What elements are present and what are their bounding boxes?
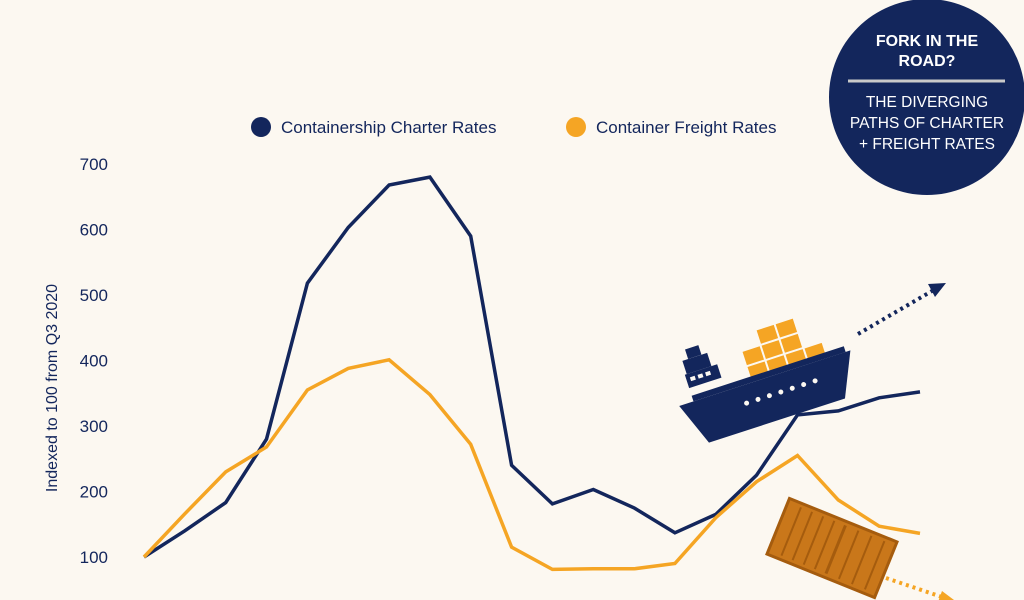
badge-sub-line2: PATHS OF CHARTER bbox=[850, 115, 1004, 132]
title-badge: FORK IN THE ROAD? THE DIVERGING PATHS OF… bbox=[829, 0, 1024, 195]
y-tick-label: 700 bbox=[80, 155, 108, 174]
badge-sub-line3: + FREIGHT RATES bbox=[859, 136, 995, 153]
badge-title-line1: FORK IN THE bbox=[876, 33, 979, 50]
y-ticks: 100 200 300 400 500 600 700 bbox=[80, 155, 108, 567]
series-group bbox=[142, 175, 921, 572]
series-line-freight-rates bbox=[142, 357, 921, 572]
up-arrow-icon bbox=[856, 283, 946, 336]
series-line-charter-rates bbox=[143, 175, 921, 559]
y-tick-label: 600 bbox=[80, 221, 108, 240]
y-tick-label: 300 bbox=[80, 417, 108, 436]
badge-sub-line1: THE DIVERGING bbox=[866, 94, 988, 111]
badge-title-line2: ROAD? bbox=[899, 53, 956, 70]
legend-marker-freight bbox=[566, 117, 586, 137]
shipping-container-icon bbox=[765, 496, 899, 600]
y-tick-label: 200 bbox=[80, 483, 108, 502]
y-axis-label: Indexed to 100 from Q3 2020 bbox=[44, 284, 61, 492]
down-arrow-icon bbox=[885, 576, 954, 600]
ship-icon bbox=[679, 318, 851, 443]
legend-marker-charter bbox=[251, 117, 271, 137]
y-tick-label: 500 bbox=[80, 286, 108, 305]
legend-label-charter: Containership Charter Rates bbox=[281, 118, 496, 137]
y-tick-label: 100 bbox=[80, 548, 108, 567]
y-tick-label: 400 bbox=[80, 352, 108, 371]
badge-circle bbox=[829, 0, 1024, 195]
legend-label-freight: Container Freight Rates bbox=[596, 118, 776, 137]
legend: Containership Charter Rates Container Fr… bbox=[251, 117, 776, 137]
